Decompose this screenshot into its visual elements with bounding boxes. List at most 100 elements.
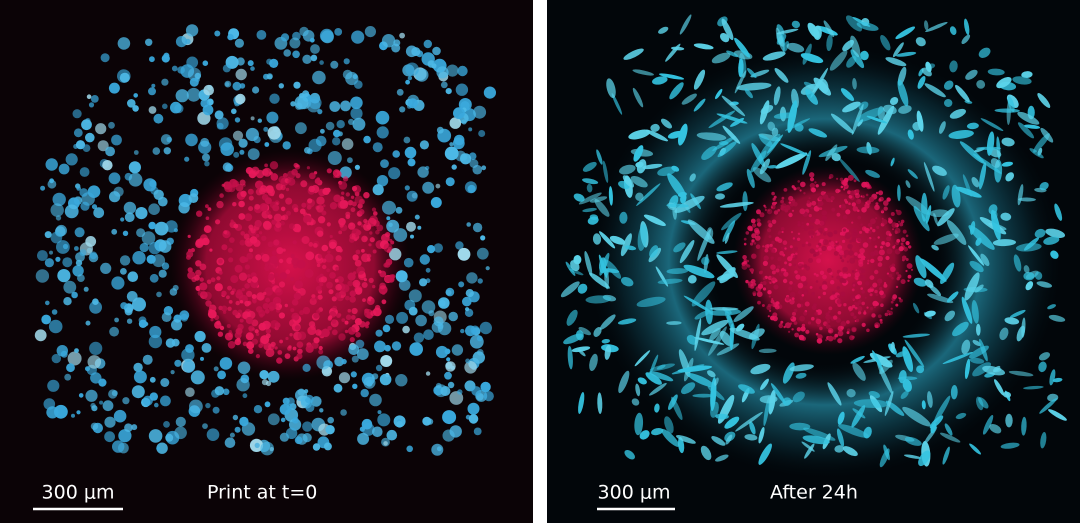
cell: [202, 104, 214, 116]
cell: [797, 263, 804, 269]
cell: [292, 240, 297, 245]
cell: [821, 245, 827, 251]
cell: [355, 249, 361, 255]
cell: [79, 249, 87, 257]
cell: [228, 300, 233, 304]
cell: [722, 125, 741, 144]
cell: [775, 152, 808, 169]
cell: [782, 278, 788, 284]
cell: [290, 101, 296, 107]
cell: [1054, 203, 1063, 221]
cell: [745, 279, 749, 284]
cell: [375, 364, 383, 372]
cell: [883, 104, 897, 115]
cell: [1036, 281, 1053, 288]
cell: [883, 206, 888, 211]
cell: [307, 326, 317, 335]
cell: [964, 272, 980, 301]
cell: [809, 286, 813, 289]
cell: [822, 291, 827, 296]
cell: [248, 348, 254, 355]
cell: [776, 265, 781, 269]
cell: [875, 202, 879, 206]
cell: [785, 204, 791, 211]
cell: [900, 390, 909, 399]
cell: [949, 26, 957, 35]
cell: [620, 233, 632, 257]
cell: [721, 18, 734, 41]
cell: [327, 416, 335, 424]
cell: [232, 414, 239, 421]
cell: [352, 279, 361, 288]
cell: [252, 299, 257, 304]
cell: [250, 116, 255, 121]
cell: [1023, 385, 1044, 390]
cell: [886, 197, 891, 202]
cell: [888, 310, 893, 316]
cell: [955, 412, 967, 420]
cell: [261, 379, 269, 386]
cell: [316, 309, 321, 314]
cell: [265, 348, 275, 358]
cell: [925, 21, 948, 33]
cell: [328, 315, 333, 320]
cell: [235, 68, 247, 81]
cell: [188, 193, 199, 204]
cell: [668, 394, 678, 411]
cell: [639, 430, 650, 440]
cell: [73, 128, 83, 138]
cell: [619, 164, 636, 175]
cell: [222, 388, 230, 396]
cell: [905, 180, 911, 188]
cell: [293, 162, 299, 168]
cell: [297, 331, 307, 341]
cell: [437, 321, 452, 336]
cell: [348, 118, 355, 125]
cell: [817, 200, 824, 207]
cell: [807, 243, 812, 247]
cell: [774, 201, 778, 205]
cell: [862, 242, 869, 248]
cell: [363, 192, 370, 199]
cell: [830, 113, 854, 134]
cell: [877, 255, 883, 262]
cell: [887, 272, 889, 275]
cell: [453, 107, 465, 120]
cell: [465, 289, 474, 298]
cell: [851, 326, 857, 333]
cell: [818, 296, 821, 299]
cell: [927, 293, 954, 304]
cell: [236, 378, 250, 392]
cell: [339, 196, 345, 201]
cell: [843, 188, 846, 191]
cell: [716, 250, 738, 254]
cell: [788, 330, 791, 333]
cell: [719, 32, 730, 43]
cell: [391, 341, 402, 351]
cell: [262, 303, 270, 310]
cell: [128, 161, 141, 174]
cell: [269, 255, 278, 264]
cell: [327, 250, 331, 254]
cell: [460, 328, 465, 334]
cell: [411, 47, 421, 57]
cell: [865, 193, 869, 197]
cell: [45, 158, 58, 171]
cell: [280, 220, 285, 226]
cell: [853, 179, 857, 183]
cell: [347, 326, 356, 335]
cell: [195, 238, 204, 247]
cell: [857, 311, 862, 315]
cell: [809, 217, 816, 223]
cell: [133, 93, 138, 98]
cell: [788, 212, 793, 218]
cell: [818, 247, 822, 252]
cell: [768, 235, 772, 239]
cell: [122, 230, 129, 236]
cell: [840, 291, 846, 297]
cell: [432, 46, 441, 56]
cell: [263, 126, 269, 132]
cell: [224, 437, 236, 449]
cell: [237, 361, 251, 375]
cell: [623, 48, 644, 60]
